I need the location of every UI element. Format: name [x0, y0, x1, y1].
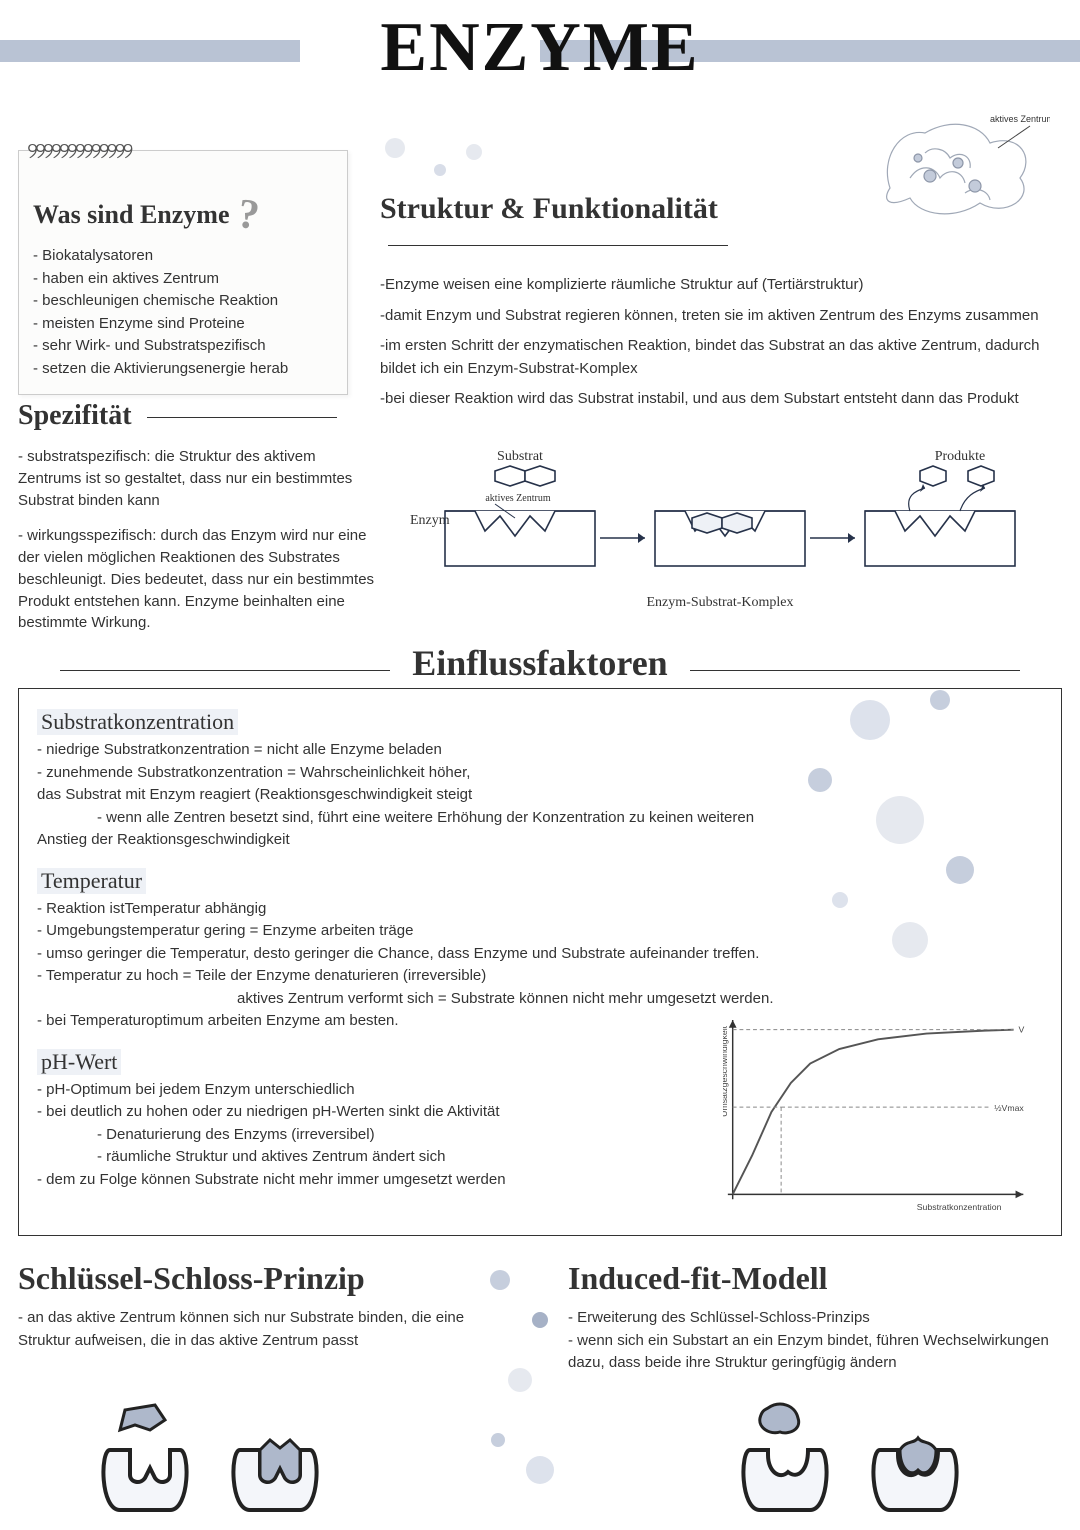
- sub1-list: niedrige Substratkonzentration = nicht a…: [37, 739, 1043, 784]
- was-sind-item: haben ein aktives Zentrum: [33, 268, 333, 291]
- curve: [733, 1030, 1014, 1195]
- bubble: [508, 1368, 532, 1392]
- sub2-line: Temperatur zu hoch = Teile der Enzyme de…: [37, 965, 1043, 988]
- label-enzym: Enzym: [410, 513, 450, 528]
- was-sind-item: setzen die Aktivierungsenergie herab: [33, 358, 333, 381]
- induced-l1: - Erweiterung des Schlüssel-Schloss-Prin…: [568, 1307, 1058, 1330]
- lock-key-illustration: [100, 1400, 340, 1520]
- sub-h-ph: pH-Wert: [37, 1049, 121, 1075]
- heading-rule: [147, 417, 337, 418]
- struktur-line: -bei dieser Reaktion wird das Substrat i…: [380, 388, 1060, 411]
- was-sind-item: Biokatalysatoren: [33, 245, 333, 268]
- section-induced: Induced-fit-Modell - Erweiterung des Sch…: [568, 1260, 1058, 1375]
- label-komplex: Enzym-Substrat-Komplex: [647, 595, 794, 610]
- bubble: [946, 856, 974, 884]
- spezifitaet-p1: - substratspezifisch: die Struktur des a…: [18, 446, 378, 511]
- enzyme-reaction-diagram: Substrat Produkte Enzym aktives Zentrum …: [400, 446, 1040, 626]
- einfluss-box: Substratkonzentration niedrige Substratk…: [18, 688, 1062, 1236]
- bubble: [491, 1433, 505, 1447]
- bubble: [832, 892, 848, 908]
- section-struktur: Struktur & Funktionalität -Enzyme weisen…: [380, 192, 1060, 411]
- was-sind-item: beschleunigen chemische Reaktion: [33, 290, 333, 313]
- spezifitaet-heading: Spezifität: [18, 400, 378, 432]
- page-title: ENZYME: [0, 8, 1080, 88]
- sub-h-substratkonz: Substratkonzentration: [37, 709, 238, 735]
- einfluss-heading-row: Einflussfaktoren: [0, 642, 1080, 684]
- struktur-heading-text: Struktur & Funktionalität: [380, 192, 718, 225]
- graph-vhalf: ½Vmax: [994, 1103, 1024, 1113]
- section-spezifitaet: Spezifität - substratspezifisch: die Str…: [18, 400, 378, 648]
- section-schlussel: Schlüssel-Schloss-Prinzip - an das aktiv…: [18, 1260, 518, 1352]
- spezifitaet-heading-text: Spezifität: [18, 400, 132, 431]
- bubble: [385, 138, 405, 158]
- label-aktives-zentrum: aktives Zentrum: [485, 493, 550, 504]
- graph-xlabel: Substratkonzentration: [917, 1202, 1002, 1212]
- struktur-heading: Struktur & Funktionalität: [380, 192, 1060, 260]
- schlussel-heading: Schlüssel-Schloss-Prinzip: [18, 1260, 518, 1297]
- spezifitaet-p2: - wirkungsspezifisch: durch das Enzym wi…: [18, 525, 378, 634]
- bubble: [892, 922, 928, 958]
- sub1-line: zunehmende Substratkonzentration = Wahrs…: [37, 762, 1043, 785]
- bubble: [434, 164, 446, 176]
- heading-rule: [60, 670, 390, 671]
- graph-ylabel: Umsatzgeschwindigkeit: [723, 1025, 729, 1117]
- sub2-line: Reaktion istTemperatur abhängig: [37, 898, 1043, 921]
- was-sind-list: Biokatalysatoren haben ein aktives Zentr…: [33, 245, 333, 380]
- graph-v: V: [1018, 1025, 1024, 1035]
- struktur-line: -damit Enzym und Substrat regieren könne…: [380, 305, 1060, 328]
- heading-rule: [388, 245, 728, 246]
- bubble: [808, 768, 832, 792]
- struktur-line: -im ersten Schritt der enzymatischen Rea…: [380, 335, 1060, 380]
- protein-label: aktives Zentrum: [990, 114, 1050, 124]
- saturation-curve-graph: V ½Vmax Umsatzgeschwindigkeit Substratko…: [723, 1007, 1033, 1217]
- induced-l2: - wenn sich ein Substart an ein Enzym bi…: [568, 1330, 1058, 1375]
- einfluss-heading: Einflussfaktoren: [394, 643, 685, 683]
- sub1-line: niedrige Substratkonzentration = nicht a…: [37, 739, 1043, 762]
- bubble: [466, 144, 482, 160]
- question-mark-icon: ?: [234, 190, 261, 240]
- was-sind-item: sehr Wirk- und Substratspezifisch: [33, 335, 333, 358]
- bubble: [850, 700, 890, 740]
- was-sind-item: meisten Enzyme sind Proteine: [33, 313, 333, 336]
- was-sind-heading-text: Was sind Enzyme: [33, 200, 230, 230]
- label-produkte: Produkte: [935, 449, 986, 464]
- induced-heading: Induced-fit-Modell: [568, 1260, 1058, 1297]
- heading-rule: [690, 670, 1020, 671]
- sub-h-temperatur: Temperatur: [37, 868, 146, 894]
- induced-fit-illustration: [740, 1400, 980, 1520]
- bubble: [876, 796, 924, 844]
- schlussel-text: - an das aktive Zentrum können sich nur …: [18, 1307, 518, 1352]
- bubble: [526, 1456, 554, 1484]
- note-was-sind-enzyme: ୨୨୨୨୨୨୨୨୨୨୨୨୨ Was sind Enzyme ? Biokatal…: [18, 150, 348, 395]
- spiral-binding: ୨୨୨୨୨୨୨୨୨୨୨୨୨: [27, 139, 339, 164]
- bubble: [490, 1270, 510, 1290]
- struktur-line: -Enzyme weisen eine komplizierte räumlic…: [380, 274, 1060, 297]
- was-sind-heading: Was sind Enzyme ?: [33, 191, 333, 239]
- label-substrat: Substrat: [497, 449, 543, 464]
- bubble: [532, 1312, 548, 1328]
- bubble: [930, 690, 950, 710]
